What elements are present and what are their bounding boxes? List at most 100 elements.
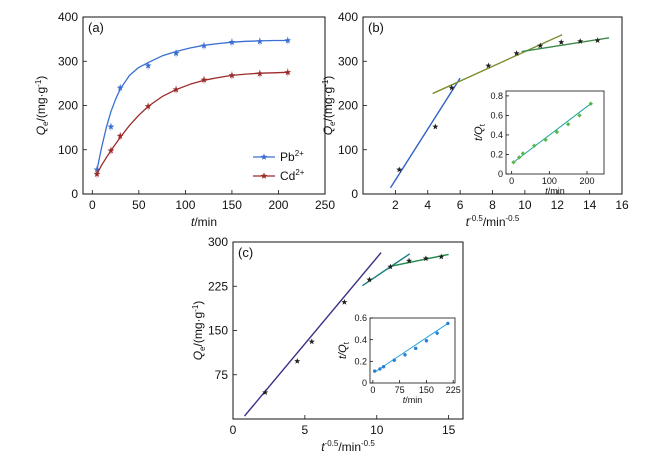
data-point	[422, 255, 429, 262]
data-point-cd	[200, 76, 208, 83]
y-tick-label: 400	[58, 10, 78, 24]
x-tick-label: 200	[268, 198, 288, 212]
y-tick-label: 0	[362, 378, 367, 388]
data-point-cd	[144, 102, 152, 110]
y-tick-label: 0	[71, 187, 78, 201]
data-point-cd	[228, 71, 236, 79]
x-tick-label: 50	[132, 198, 146, 212]
data-point	[438, 253, 445, 260]
y-tick-label: 400	[338, 10, 358, 24]
data-point	[448, 84, 455, 91]
data-point	[594, 37, 601, 44]
y-tick-label: 225	[208, 279, 228, 293]
data-point	[537, 42, 544, 49]
y-tick-label: 200	[338, 99, 358, 113]
series-cd: Cd2+	[93, 68, 305, 183]
data-point-pb	[284, 36, 292, 44]
data-point-cd	[172, 85, 180, 93]
y-tick-label: 0.4	[490, 130, 503, 140]
inset-data-point	[520, 151, 526, 156]
data-point-pb	[228, 38, 236, 46]
panel-b: 2 4 6 8 10 12 14 16 0 100 200 300 400 (b) Qe/(mg·g-1) t…	[321, 10, 629, 229]
inset-frame	[505, 90, 605, 175]
series-pb: Pb2+	[93, 36, 304, 174]
fit-line-segment	[243, 252, 382, 417]
y-tick-label: 0.2	[490, 150, 503, 160]
x-tick-label: 5	[302, 423, 309, 437]
x-tick-label: 6	[457, 198, 464, 212]
inset-data-point	[372, 369, 377, 373]
data-point	[366, 276, 373, 283]
y-tick-label: 0.2	[354, 356, 367, 366]
data-point	[294, 357, 301, 364]
data-point	[577, 38, 584, 44]
inset-data-point	[565, 122, 571, 127]
data-point	[262, 389, 269, 396]
x-tick-label: 0	[370, 385, 375, 395]
inset-data-point	[446, 321, 450, 326]
data-point	[387, 263, 394, 270]
x-tick-label: 10	[518, 198, 532, 212]
data-point-cd	[116, 132, 124, 139]
y-tick-label: 200	[58, 99, 78, 113]
y-tick-label: 100	[338, 143, 358, 157]
inset-data-point	[403, 353, 407, 357]
inset-fit-line	[374, 323, 449, 373]
data-point	[341, 298, 348, 305]
x-tick-label: 15	[442, 423, 456, 437]
y-axis-label: Qe/(mg·g-1)	[191, 301, 207, 361]
y-tick-label: 0.8	[490, 91, 503, 101]
y-tick-label: 0	[498, 169, 503, 179]
legend-marker	[260, 172, 268, 179]
inset-data-point	[392, 358, 396, 362]
x-tick-label: 0	[509, 176, 514, 186]
x-tick-label: 100	[542, 176, 557, 186]
x-tick-label: 2	[392, 198, 399, 212]
inset-x-axis-label: t/min	[545, 186, 565, 196]
y-tick-label: 300	[338, 54, 358, 68]
inset-data-point	[511, 160, 516, 165]
inset-data-point	[381, 365, 386, 369]
x-tick-label: 10	[370, 423, 384, 437]
inset-data-point	[435, 331, 439, 335]
y-tick-label: 0.6	[490, 111, 503, 121]
panel-a: 0 50 100 150 200 250 0 100 200 300 400 Pb2+ Cd2+ (a) Q…	[34, 10, 335, 229]
y-tick-label: 150	[208, 324, 228, 338]
x-tick-label: 75	[395, 385, 405, 395]
data-point-pb	[93, 166, 101, 173]
x-tick-label: 12	[551, 198, 565, 212]
data-point-pb	[116, 84, 124, 91]
data-point	[406, 257, 413, 264]
data-point-pb	[144, 62, 152, 69]
x-axis-label: t-0.5/min-0.5	[321, 439, 375, 454]
data-point	[485, 62, 492, 69]
legend-label: Pb2+	[280, 149, 304, 164]
fit-curve-pb	[96, 39, 288, 170]
inset-b: 0 100 200 0 0.2 0.4 0.6 0.8 t/min t/Qt	[473, 90, 605, 196]
y-tick-label: 0.4	[354, 335, 367, 345]
data-point-pb	[107, 123, 115, 130]
x-tick-label: 150	[222, 198, 242, 212]
inset-background	[506, 91, 604, 174]
inset-data-point	[554, 129, 560, 135]
y-tick-label: 100	[58, 143, 78, 157]
fit-line-segment	[432, 34, 563, 95]
x-tick-label: 250	[315, 198, 335, 212]
data-point	[558, 39, 565, 45]
inset-data-point	[424, 339, 429, 343]
x-tick-label: 16	[615, 198, 629, 212]
fit-curve-cd	[96, 71, 288, 175]
panel-c: 0 5 10 15 75 150 225 300 (c) Qe/(mg·g-1) t-0.5/min…	[191, 235, 464, 454]
inset-data-point	[543, 137, 548, 143]
inset-data-point	[532, 143, 537, 148]
fit-line-segment	[389, 77, 461, 189]
legend-label: Cd2+	[280, 168, 305, 183]
panel-label: (a)	[88, 20, 104, 35]
x-tick-label: 14	[583, 198, 597, 212]
x-tick-label: 100	[175, 198, 195, 212]
inset-y-axis-label: t/Qt	[337, 341, 351, 359]
x-tick-label: 0	[89, 198, 96, 212]
data-point	[308, 338, 315, 345]
data-point-cd	[284, 68, 292, 76]
